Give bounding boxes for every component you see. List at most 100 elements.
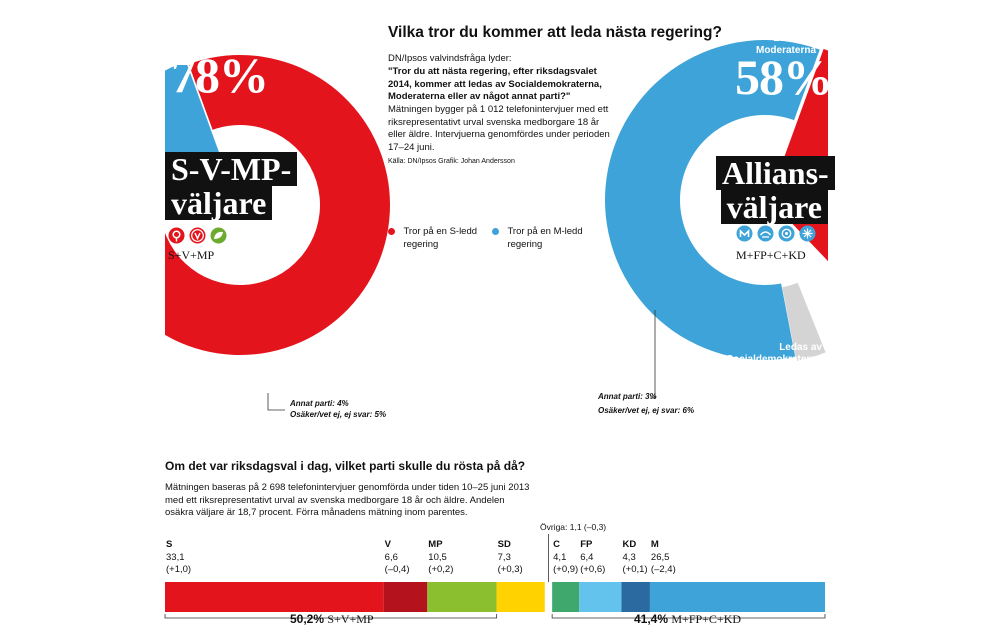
party-label-v: V 6,6 (–0,4): [385, 539, 410, 577]
bar-segment-fp: [579, 582, 622, 612]
right-note-unsure: Osäker/vet ej, ej svar: 6%: [598, 406, 695, 415]
left-note-other: Annat parti: 4%: [290, 399, 349, 408]
party-name: S: [166, 539, 173, 550]
bar-segment-övriga: [544, 582, 553, 612]
page-title: Vilka tror du kommer att leda nästa rege…: [388, 24, 722, 41]
right-group-label: Allians- väljare: [716, 156, 835, 224]
right-total-value: 41,4%: [634, 612, 669, 626]
bar-segment-kd: [621, 582, 650, 612]
party-change: (+0,1): [622, 564, 648, 575]
s-rose-icon: [168, 227, 185, 249]
bar-segment-v: [383, 582, 428, 612]
red-dot-icon: [388, 228, 395, 235]
pie-1-slice-0: [604, 39, 820, 361]
right-total: 41,4% M+FP+C+KD: [634, 612, 741, 627]
party-value: 6,4: [580, 551, 594, 563]
party-label-m: M 26,5 (–2,4): [651, 539, 676, 577]
left-bloc-bracket: [164, 614, 498, 619]
bar-segment-c: [552, 582, 580, 612]
right-group-label-line1: Allians-: [716, 156, 835, 190]
left-total-value: 50,2%: [290, 612, 325, 626]
bar-segment-sd: [496, 582, 545, 612]
right-party-logos: [736, 225, 816, 247]
party-value: 7,3: [497, 551, 511, 563]
right-minor-label: Ledas av Socialdemokraterna: [726, 342, 822, 365]
party-value: 4,3: [622, 551, 636, 563]
party-name: SD: [497, 539, 511, 550]
legend-item-m: Tror på en M-ledd regering: [492, 226, 602, 252]
pie-1-slice-2: [798, 264, 828, 352]
right-parties-text: M+FP+C+KD: [736, 248, 806, 262]
party-value: 26,5: [650, 551, 670, 563]
credit-line: Källa: DN/Ipsos Grafik: Johan Andersson: [388, 158, 515, 165]
party-change: (+0,3): [497, 564, 523, 575]
pie-0-slice-0: [165, 55, 390, 355]
right-main-pct: 58%: [735, 49, 833, 105]
party-change: (+1,0): [166, 564, 192, 575]
party-name: MP: [428, 539, 443, 550]
left-group-label-line2: väljare: [165, 186, 273, 220]
left-party-logos: [168, 227, 227, 249]
left-minor-pct: 14%: [170, 370, 268, 426]
legend-item-s: Tror på en S-ledd regering: [388, 226, 498, 252]
right-note-other: Annat parti: 3%: [598, 392, 657, 401]
bottom-method: Mätningen baseras på 2 698 telefoninterv…: [165, 482, 530, 518]
left-total: 50,2% S+V+MP: [290, 612, 374, 627]
party-name: KD: [622, 539, 637, 550]
party-label-s: S 33,1 (+1,0): [166, 539, 191, 577]
left-main-pct: 78%: [171, 47, 269, 103]
kd-icon: [799, 225, 816, 247]
party-stacked-bar: [164, 534, 826, 619]
party-change: (–2,4): [650, 564, 676, 575]
leader-line-1: [650, 310, 656, 399]
party-label-kd: KD 4,3 (+0,1): [623, 539, 648, 577]
party-name: V: [384, 539, 392, 550]
left-group-label: S-V-MP- väljare: [165, 152, 298, 220]
left-minor-label: Ledas av Moderaterna: [177, 353, 238, 376]
party-value: 6,6: [384, 551, 398, 563]
left-group-label-line1: S-V-MP-: [165, 152, 298, 186]
c-icon: [778, 225, 795, 247]
party-label-sd: SD 7,3 (+0,3): [498, 539, 523, 577]
party-label-fp: FP 6,4 (+0,6): [580, 539, 605, 577]
right-total-parties: M+FP+C+KD: [671, 612, 742, 626]
mp-leaf-icon: [210, 227, 227, 249]
bar-segment-m: [649, 582, 825, 612]
m-icon: [736, 225, 753, 247]
right-main-label: Ledas av Moderaterna: [755, 33, 816, 56]
party-name: M: [650, 539, 659, 550]
left-total-parties: S+V+MP: [327, 612, 374, 626]
legend-label-m: Tror på en M-ledd regering: [507, 226, 583, 250]
party-change: (+0,2): [428, 564, 454, 575]
party-change: (+0,9): [553, 564, 579, 575]
party-label-c: C 4,1 (+0,9): [553, 539, 578, 577]
bottom-title: Om det var riksdagsval i dag, vilket par…: [165, 459, 526, 473]
intro-source-line: DN/Ipsos valvindsfråga lyder:: [388, 53, 512, 64]
intro-question: "Tror du att nästa regering, efter riksd…: [388, 66, 602, 102]
right-bloc-bracket: [551, 614, 826, 619]
fp-icon: [757, 225, 774, 247]
blue-dot-icon: [492, 228, 499, 235]
right-group-label-line2: väljare: [720, 190, 828, 224]
party-value: 10,5: [428, 551, 447, 563]
right-minor-pct: 32%: [732, 363, 830, 419]
intro-method: Mätningen bygger på 1 012 telefonintervj…: [388, 104, 610, 153]
party-change: (–0,4): [384, 564, 410, 575]
v-icon: [189, 227, 206, 249]
pie-0-slice-2: [86, 153, 161, 201]
pie-0-slice-1: [86, 199, 158, 236]
party-value: 4,1: [553, 551, 567, 563]
party-label-mp: MP 10,5 (+0,2): [428, 539, 453, 577]
party-name: C: [553, 539, 561, 550]
bar-segment-mp: [427, 582, 497, 612]
left-main-label: Ledas av Socialdemokraterna: [173, 22, 269, 45]
party-name: FP: [580, 539, 593, 550]
left-parties-text: S+V+MP: [168, 248, 215, 262]
pie-1-slice-1: [782, 282, 826, 361]
ovriga-label: Övriga: 1,1 (–0,3): [540, 522, 607, 532]
party-value: 33,1: [166, 551, 185, 563]
bar-segment-s: [165, 582, 384, 612]
legend-label-s: Tror på en S-ledd regering: [403, 226, 478, 250]
leader-line-0: [267, 393, 285, 411]
left-note-unsure: Osäker/vet ej, ej svar: 5%: [290, 410, 387, 419]
